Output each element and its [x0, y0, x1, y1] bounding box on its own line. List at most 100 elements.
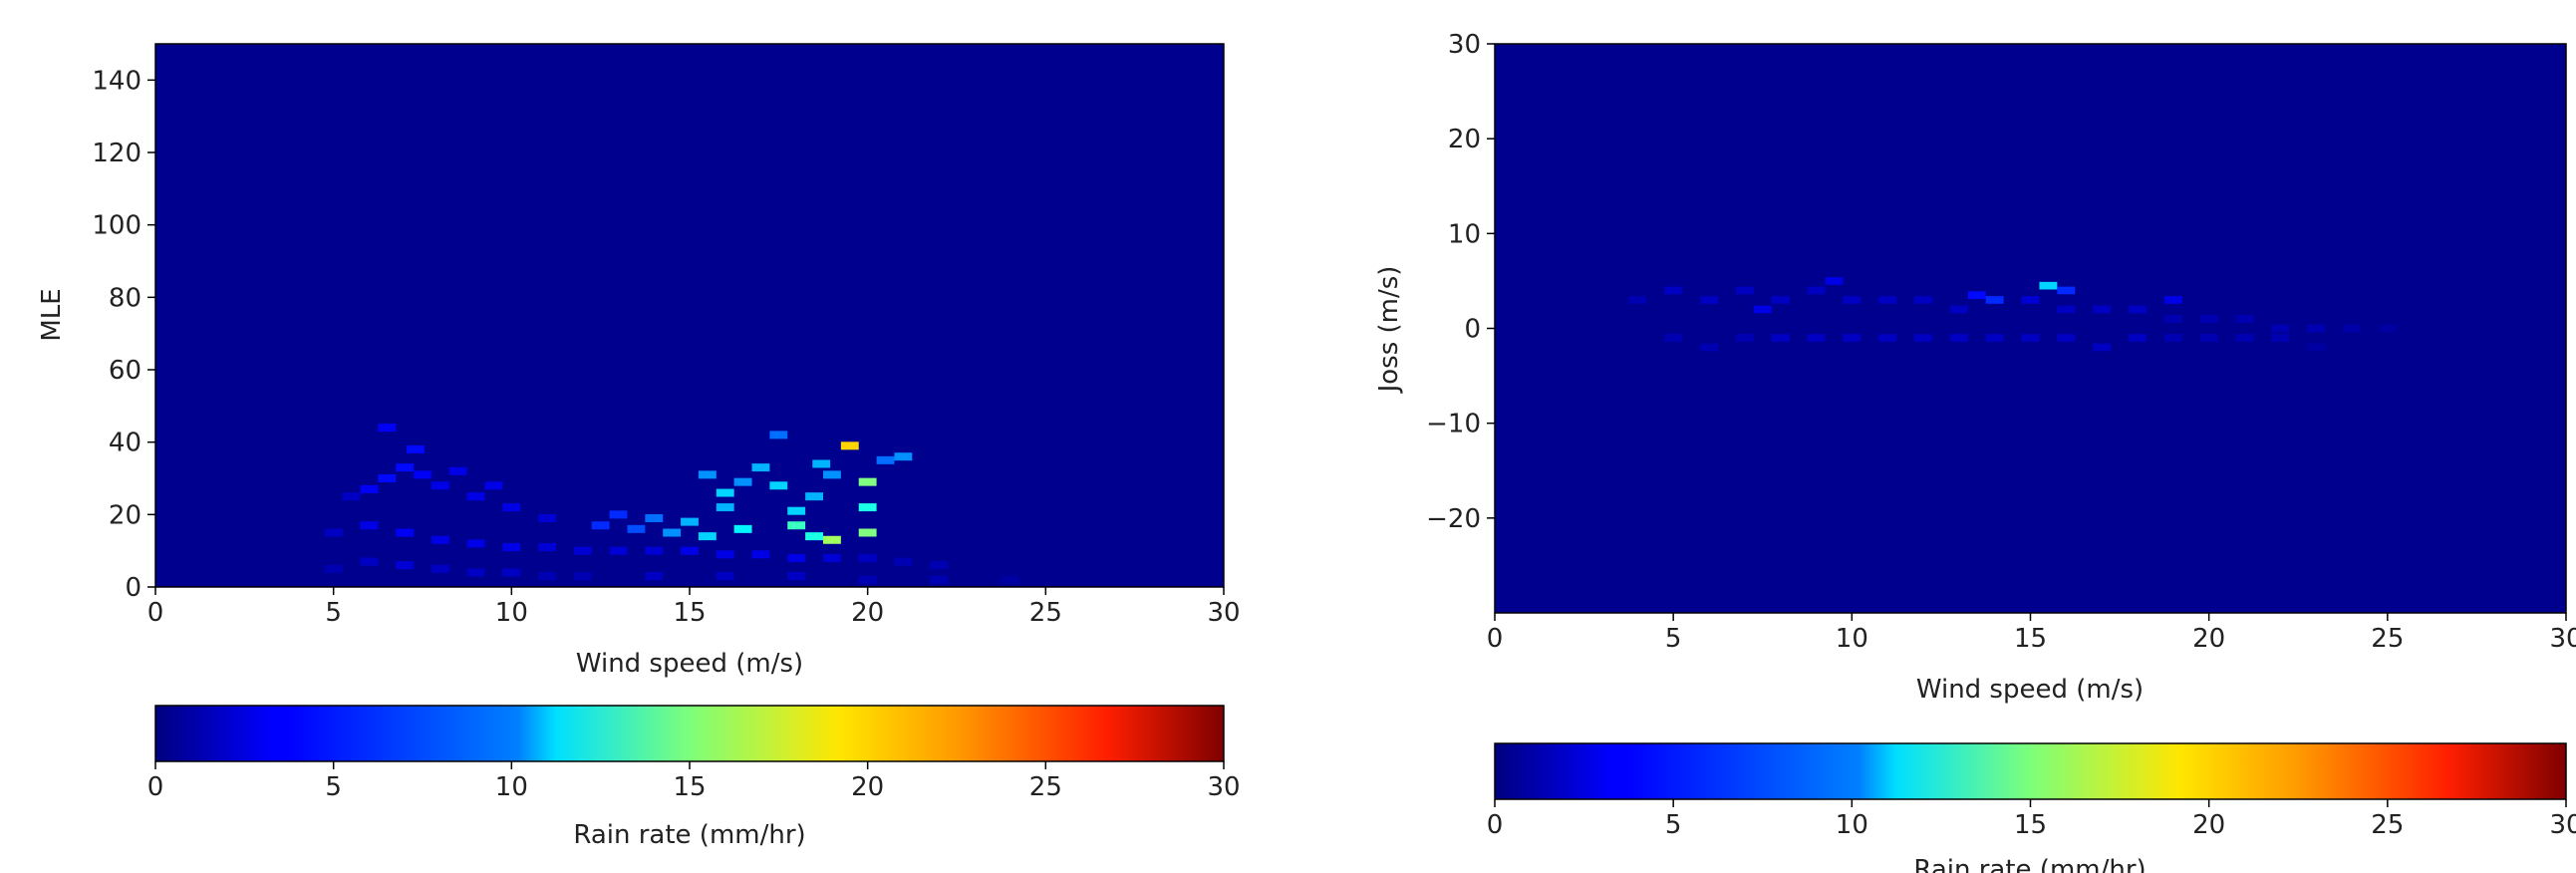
heatmap-cell	[1735, 334, 1754, 342]
heatmap-cell	[1878, 334, 1897, 342]
colorbar-tick-label: 5	[1665, 810, 1682, 840]
heatmap-cell	[663, 528, 682, 537]
heatmap-cell	[2199, 334, 2218, 342]
heatmap-cell	[502, 568, 521, 577]
heatmap-cell	[1914, 334, 1932, 342]
heatmap-cell	[2343, 324, 2361, 333]
heatmap-cell	[1843, 334, 1861, 342]
colorbar-tick-label: 25	[1029, 772, 1062, 802]
x-tick-label: 20	[2192, 624, 2225, 654]
heatmap-cell	[2163, 334, 2182, 342]
heatmap-cell	[716, 550, 734, 559]
heatmap-cell	[378, 474, 397, 482]
heatmap-cell	[324, 528, 343, 537]
heatmap-cell	[1949, 305, 1968, 314]
heatmap-cell	[2307, 324, 2326, 333]
x-tick-label: 30	[2549, 624, 2576, 654]
right-x-ticks: 0 5 10 15 20 25 30	[1487, 613, 2576, 654]
right-colorbar-ticks: 0 5 10 15 20 25 30	[1487, 799, 2576, 840]
right-colorbar	[1494, 742, 2567, 800]
heatmap-cell	[1843, 296, 1861, 304]
heatmap-cell	[573, 572, 592, 581]
heatmap-cell	[2129, 334, 2147, 342]
heatmap-cell	[1700, 296, 1718, 304]
x-tick-label: 10	[1836, 624, 1868, 654]
heatmap-cell	[609, 546, 628, 555]
heatmap-cell	[2021, 334, 2040, 342]
heatmap-cell	[342, 492, 361, 501]
colorbar-tick-label: 5	[325, 772, 342, 802]
heatmap-cell	[769, 481, 788, 490]
heatmap-cell	[484, 481, 503, 490]
y-tick-label: 10	[1448, 219, 1481, 249]
heatmap-cell	[858, 528, 877, 537]
heatmap-cell	[733, 477, 752, 486]
heatmap-cell	[414, 470, 431, 479]
heatmap-cell	[681, 546, 699, 555]
right-plot-background	[1495, 44, 2566, 613]
x-tick-label: 30	[1207, 598, 1240, 628]
colorbar-tick-label: 0	[1487, 810, 1504, 840]
heatmap-cell	[466, 539, 485, 548]
heatmap-cell	[502, 503, 521, 512]
right-colorbar-label: Rain rate (mm/hr)	[1913, 855, 2146, 873]
heatmap-cell	[1967, 291, 1986, 299]
x-tick-label: 15	[673, 598, 706, 628]
heatmap-cell	[769, 431, 788, 439]
colorbar-tick-label: 30	[2549, 810, 2576, 840]
colorbar-tick-label: 0	[147, 772, 164, 802]
colorbar-tick-label: 20	[851, 772, 884, 802]
heatmap-cell	[1807, 334, 1826, 342]
y-tick-label: 20	[1448, 125, 1481, 154]
right-y-ticks: −20 −10 0 10 20 30	[1426, 30, 1495, 534]
heatmap-cell	[894, 557, 913, 566]
x-tick-label: 5	[1665, 624, 1682, 654]
heatmap-cell	[1664, 286, 1683, 295]
heatmap-cell	[645, 546, 664, 555]
heatmap-cell	[716, 503, 734, 512]
left-colorbar-ticks: 0 5 10 15 20 25 30	[147, 761, 1241, 802]
x-tick-label: 25	[1029, 598, 1062, 628]
x-tick-label: 10	[495, 598, 528, 628]
y-tick-label: 120	[92, 139, 142, 168]
heatmap-cell	[2163, 296, 2182, 304]
heatmap-cell	[751, 550, 770, 559]
left-heatmap-cells	[324, 424, 1019, 584]
heatmap-cell	[812, 459, 831, 468]
right-panel: 0 5 10 15 20 25 30 −20 −10 0 10 20 30 Wind speed (m…	[1374, 30, 2576, 873]
heatmap-cell	[858, 477, 877, 486]
y-tick-label: 0	[125, 573, 142, 603]
heatmap-cell	[787, 506, 806, 515]
y-tick-label: 80	[109, 283, 142, 313]
heatmap-cell	[430, 535, 449, 544]
y-tick-label: 60	[109, 356, 142, 386]
heatmap-cell	[406, 444, 425, 453]
heatmap-cell	[823, 535, 841, 544]
heatmap-cell	[1985, 296, 2004, 304]
x-tick-label: 25	[2371, 624, 2404, 654]
heatmap-cell	[930, 561, 949, 570]
x-tick-label: 20	[851, 598, 884, 628]
heatmap-cell	[698, 470, 716, 479]
x-tick-label: 0	[147, 598, 164, 628]
heatmap-cell	[1949, 334, 1968, 342]
heatmap-cell	[2021, 296, 2040, 304]
heatmap-cell	[1700, 343, 1718, 352]
heatmap-cell	[396, 463, 415, 472]
colorbar-tick-label: 15	[673, 772, 706, 802]
colorbar-tick-label: 10	[1836, 810, 1868, 840]
heatmap-cell	[591, 521, 610, 530]
heatmap-cell	[2057, 286, 2076, 295]
heatmap-cell	[466, 492, 485, 501]
heatmap-cell	[2271, 324, 2290, 333]
right-heatmap-cells	[1628, 277, 2397, 352]
heatmap-cell	[2199, 315, 2218, 323]
colorbar-tick-label: 25	[2371, 810, 2404, 840]
heatmap-cell	[894, 452, 913, 461]
heatmap-cell	[2129, 305, 2147, 314]
heatmap-cell	[645, 572, 664, 581]
heatmap-cell	[1807, 286, 1826, 295]
heatmap-cell	[787, 572, 806, 581]
